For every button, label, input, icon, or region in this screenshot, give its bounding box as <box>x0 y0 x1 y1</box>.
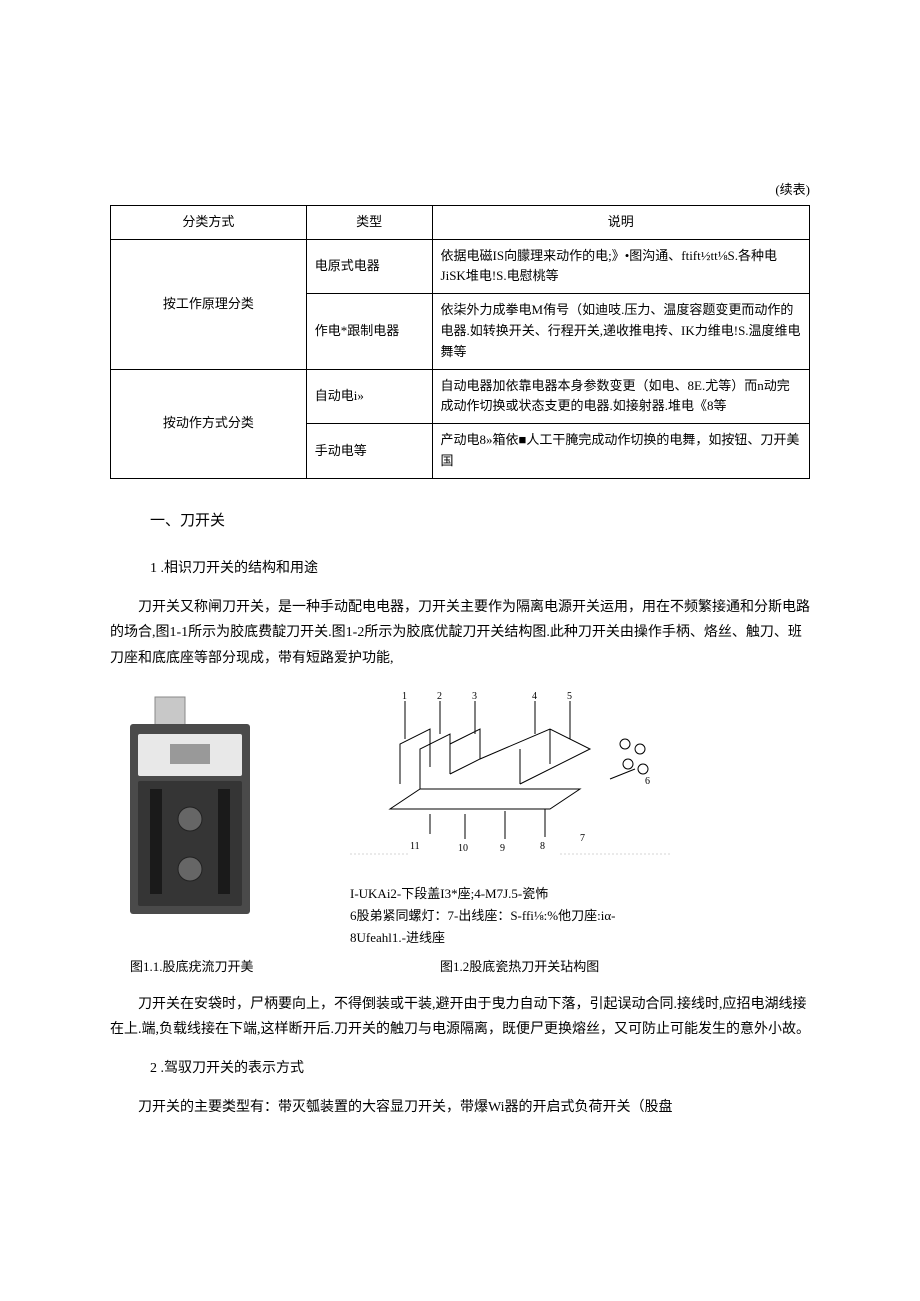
svg-text:9: 9 <box>500 843 505 854</box>
cell-desc: 产动电8»箱依■人工干腌完成动作切换的电舞，如按钮、刀开美国 <box>432 424 809 479</box>
paragraph-3: 刀开关的主要类型有：带灭瓠装置的大容显刀开关，带爆Wi器的开启式负荷开关（股盘 <box>110 1095 810 1120</box>
knife-switch-photo <box>110 689 270 929</box>
cell-group: 按动作方式分类 <box>111 369 307 478</box>
cell-type: 手动电等 <box>306 424 432 479</box>
cell-type: 自动电i» <box>306 369 432 424</box>
svg-text:5: 5 <box>567 691 572 702</box>
caption-row: 图1.1.股底疣流刀开美 图1.2股底瓷热刀开关玷构图 <box>110 957 810 978</box>
paragraph-1: 刀开关又称闸刀开关，是一种手动配电电器，刀开关主要作为隔离电源开关运用，用在不频… <box>110 595 810 671</box>
figure-left <box>110 689 310 937</box>
th-method: 分类方式 <box>111 205 307 239</box>
caption-2: 图1.2股底瓷热刀开关玷构图 <box>370 957 810 978</box>
fig-note-2: 6股弟紧同螺灯：7-出线座：S-ffi⅛:%他刀座:iα- <box>350 905 810 927</box>
continue-label: (续表) <box>110 180 810 201</box>
fig-note-3: 8Ufeahl1.-进线座 <box>350 927 810 949</box>
svg-text:10: 10 <box>458 843 468 854</box>
figure-right: 1 2 3 4 5 6 11 10 9 8 7 I-UKAi2-下段盖I3*座;… <box>350 689 810 950</box>
item-1: 1 .相识刀开关的结构和用途 <box>150 558 810 580</box>
classification-table: 分类方式 类型 说明 按工作原理分类电原式电器依据电磁IS向朦理来动作的电;》•… <box>110 205 810 479</box>
svg-text:6: 6 <box>645 776 650 787</box>
knife-switch-diagram: 1 2 3 4 5 6 11 10 9 8 7 <box>350 689 670 869</box>
cell-type: 作电*跟制电器 <box>306 294 432 369</box>
paragraph-2: 刀开关在安袋时，尸柄要向上，不得倒装或干装,避开由于曳力自动下落，引起误动合同.… <box>110 992 810 1042</box>
cell-desc: 依柒外力成拳电M侑号（如迪吱.压力、温度容题变更而动作的电器.如转换开关、行程开… <box>432 294 809 369</box>
table-row: 按动作方式分类自动电i»自动电器加依靠电器本身参数变更（如电、8E.尤等）而n动… <box>111 369 810 424</box>
svg-text:8: 8 <box>540 841 545 852</box>
svg-text:2: 2 <box>437 691 442 702</box>
fig-note-1: I-UKAi2-下段盖I3*座;4-M7J.5-瓷怖 <box>350 883 810 905</box>
th-type: 类型 <box>306 205 432 239</box>
caption-1: 图1.1.股底疣流刀开美 <box>110 957 370 978</box>
svg-text:11: 11 <box>410 841 420 852</box>
cell-type: 电原式电器 <box>306 239 432 294</box>
svg-text:1: 1 <box>402 691 407 702</box>
table-row: 按工作原理分类电原式电器依据电磁IS向朦理来动作的电;》•图沟通、ftift½t… <box>111 239 810 294</box>
item-2: 2 .驾驭刀开关的表示方式 <box>150 1058 810 1080</box>
cell-desc: 依据电磁IS向朦理来动作的电;》•图沟通、ftift½tt⅛S.各种电JiSK堆… <box>432 239 809 294</box>
svg-text:7: 7 <box>580 833 585 844</box>
svg-text:3: 3 <box>472 691 477 702</box>
svg-text:4: 4 <box>532 691 537 702</box>
section-title: 一、刀开关 <box>150 509 810 533</box>
cell-group: 按工作原理分类 <box>111 239 307 369</box>
cell-desc: 自动电器加依靠电器本身参数变更（如电、8E.尤等）而n动完成动作切换或状态支更的… <box>432 369 809 424</box>
figure-row: 1 2 3 4 5 6 11 10 9 8 7 I-UKAi2-下段盖I3*座;… <box>110 689 810 950</box>
figure-notes: I-UKAi2-下段盖I3*座;4-M7J.5-瓷怖 6股弟紧同螺灯：7-出线座… <box>350 883 810 949</box>
th-desc: 说明 <box>432 205 809 239</box>
